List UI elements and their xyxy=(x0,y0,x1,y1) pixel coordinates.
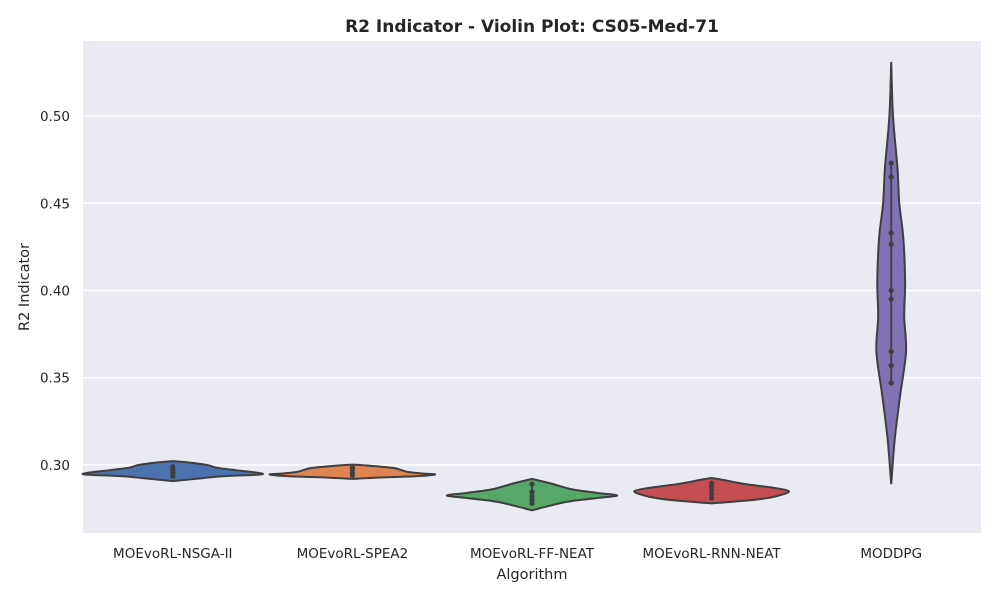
data-point xyxy=(529,493,535,499)
data-point xyxy=(888,380,894,386)
gridlines xyxy=(83,115,981,466)
violins xyxy=(81,61,908,512)
x-tick-labels: MOEvoRL-NSGA-II MOEvoRL-SPEA2 MOEvoRL-FF-N… xyxy=(113,546,922,562)
data-point xyxy=(888,296,894,302)
x-tick-label: MOEvoRL-SPEA2 xyxy=(297,546,409,562)
chart-title: R2 Indicator - Violin Plot: CS05-Med-71 xyxy=(345,17,719,37)
x-tick-label: MODDPG xyxy=(860,546,922,562)
data-point xyxy=(888,287,894,294)
plot-background xyxy=(83,41,981,533)
y-tick-label: 0.35 xyxy=(40,371,70,387)
violin-3 xyxy=(445,477,619,512)
y-tick-label: 0.30 xyxy=(40,458,70,474)
data-point xyxy=(888,241,894,247)
data-point xyxy=(349,464,355,471)
data-point xyxy=(888,230,894,236)
y-tick-label: 0.40 xyxy=(40,283,70,299)
data-point xyxy=(529,481,535,487)
data-point xyxy=(170,464,176,470)
data-point xyxy=(529,489,535,495)
data-point xyxy=(709,495,715,501)
violin-1 xyxy=(81,460,265,483)
x-tick-label: MOEvoRL-RNN-NEAT xyxy=(643,546,782,562)
data-point xyxy=(888,160,894,166)
y-tick-label: 0.50 xyxy=(40,109,70,125)
x-tick-label: MOEvoRL-NSGA-II xyxy=(113,546,233,562)
violin-4 xyxy=(633,477,790,505)
violin-5 xyxy=(875,61,908,485)
violin-2 xyxy=(268,463,437,480)
y-tick-labels: 0.30 0.35 0.40 0.45 0.50 xyxy=(40,109,70,474)
y-axis-label: R2 Indicator xyxy=(17,243,33,331)
data-point xyxy=(888,362,894,369)
x-tick-label: MOEvoRL-FF-NEAT xyxy=(470,546,595,562)
data-point xyxy=(888,174,894,180)
data-point xyxy=(888,348,894,355)
x-axis-label: Algorithm xyxy=(496,567,567,583)
y-tick-label: 0.45 xyxy=(40,196,70,212)
data-point xyxy=(709,480,715,486)
